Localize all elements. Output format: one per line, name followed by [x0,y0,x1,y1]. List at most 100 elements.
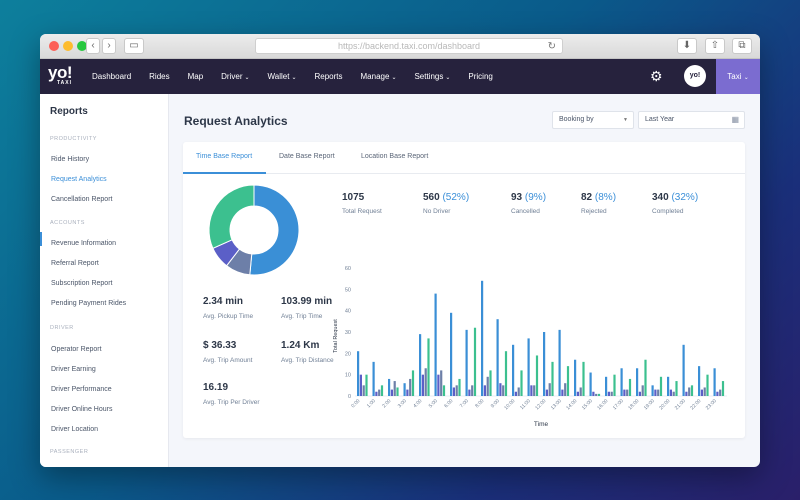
bar [545,389,548,396]
x-tick-label: 15:00 [581,398,594,411]
tab-location-base-report[interactable]: Location Base Report [361,153,429,160]
bar [390,389,393,396]
sidebar-item-pending-payment-rides[interactable]: Pending Payment Rides [51,300,127,307]
active-indicator [40,232,42,246]
x-tick-label: 23:00 [705,398,718,411]
nav-item-wallet[interactable]: Wallet ⌄ [267,72,297,81]
stat-total-request: 1075 Total Request [342,192,382,215]
sidebar-item-driver-online-hours[interactable]: Driver Online Hours [51,406,113,413]
x-tick-label: 18:00 [627,398,640,411]
bar [380,385,384,396]
avatar[interactable]: yo! [684,65,706,87]
x-tick-label: 12:00 [534,398,547,411]
sidebar-item-driver-location[interactable]: Driver Location [51,426,99,433]
bar [452,387,455,396]
bar [424,368,427,396]
y-tick-label: 30 [345,330,351,336]
donut-slice-no-driver [249,184,300,276]
x-tick-label: 5:00 [428,398,439,409]
maximize-window-button[interactable] [77,41,87,51]
bar [388,378,391,396]
nav-item-dashboard[interactable]: Dashboard [92,72,132,81]
logo[interactable]: yo! TAXI [48,63,73,86]
bar [698,366,701,396]
sidebar-item-cancellation-report[interactable]: Cancellation Report [51,196,113,203]
nav-item-map[interactable]: Map [187,72,204,81]
bar [365,374,368,396]
url-bar[interactable]: https://backend.taxi.com/dashboard ↻ [255,38,563,54]
period-select[interactable]: Last Year ▦ [638,111,745,129]
sidebar-section-productivity: PRODUCTIVITY [50,136,97,142]
x-tick-label: 8:00 [474,398,485,409]
sidebar-item-driver-earning[interactable]: Driver Earning [51,366,96,373]
back-icon[interactable]: ‹ [86,38,100,54]
bar [685,391,688,396]
bar [359,374,362,396]
sidebar-item-subscription-report[interactable]: Subscription Report [51,280,113,287]
report-card: Time Base Report Date Base Report Locati… [183,142,745,438]
sidebar-title: Reports [50,106,88,117]
stat-value: 560 (52%) [423,192,470,203]
metric-avg-pickup-time: 2.34 min Avg. Pickup Time [203,296,253,320]
y-tick-label: 10 [345,373,351,379]
y-tick-label: 20 [345,351,351,357]
bar [605,376,608,396]
sidebar-section-passenger: PASSENGER [50,449,89,455]
share-icon[interactable]: ⇧ [705,38,725,54]
nav-item-manage[interactable]: Manage ⌄ [360,72,397,81]
top-navbar: yo! TAXI Dashboard Rides Map Driver ⌄ Wallet ⌄… [40,59,760,94]
minimize-window-button[interactable] [63,41,73,51]
gear-icon[interactable]: ⚙ [650,68,663,84]
nav-item-driver[interactable]: Driver ⌄ [221,72,250,81]
tab-time-base-report[interactable]: Time Base Report [196,153,253,160]
bar [496,319,499,396]
calendar-icon[interactable]: ▦ [731,115,739,124]
sidebar-item-driver-performance[interactable]: Driver Performance [51,386,112,393]
bar [427,338,430,396]
sidebar-section-accounts: ACCOUNTS [50,220,85,226]
booking-by-select[interactable]: Booking by ▼ [552,111,634,129]
stat-value: 1075 [342,192,365,203]
reload-icon[interactable]: ↻ [547,41,556,52]
browser-titlebar: ‹ › ▭ https://backend.taxi.com/dashboard… [40,34,760,59]
bar [703,387,706,396]
stat-label: Cancelled [511,208,540,215]
nav-item-settings[interactable]: Settings ⌄ [414,72,451,81]
nav-item-reports[interactable]: Reports [314,72,343,81]
bar [450,312,453,396]
stat-percent: (32%) [671,192,699,203]
sidebar-item-operator-report[interactable]: Operator Report [51,346,102,353]
tab-date-base-report[interactable]: Date Base Report [279,153,335,160]
tabs-icon[interactable]: ⧉ [732,38,752,54]
x-tick-label: 10:00 [503,398,516,411]
nav-item-pricing[interactable]: Pricing [468,72,493,81]
sidebar-item-referral-report[interactable]: Referral Report [51,260,99,267]
stat-value: 340 (32%) [652,192,699,203]
download-icon[interactable]: ⬇ [677,38,697,54]
y-axis-label: Total Request [333,319,339,353]
sidebar-item-ride-history[interactable]: Ride History [51,156,90,163]
request-status-donut [208,184,300,276]
bar [409,378,412,396]
bar [533,385,536,396]
bar [434,293,437,396]
bar [613,374,616,396]
stat-percent: (8%) [594,192,617,203]
nav-item-rides[interactable]: Rides [149,72,170,81]
close-window-button[interactable] [49,41,59,51]
metric-label: Avg. Trip Amount [203,357,253,364]
bar [654,389,657,396]
bar [442,385,446,396]
forward-icon[interactable]: › [102,38,116,54]
taxi-dropdown-button[interactable]: Taxi ⌄ [716,59,760,94]
donut-slice-completed [208,184,255,250]
metric-label: Avg. Trip Time [281,313,323,320]
bar [471,385,474,396]
sidebar-item-request-analytics[interactable]: Request Analytics [51,176,107,183]
bar [719,389,722,396]
sidebar-toggle-icon[interactable]: ▭ [124,38,144,54]
x-tick-label: 20:00 [658,398,671,411]
x-tick-label: 11:00 [519,398,532,411]
sidebar-item-revenue-information[interactable]: Revenue Information [51,240,116,247]
bar [638,391,641,396]
